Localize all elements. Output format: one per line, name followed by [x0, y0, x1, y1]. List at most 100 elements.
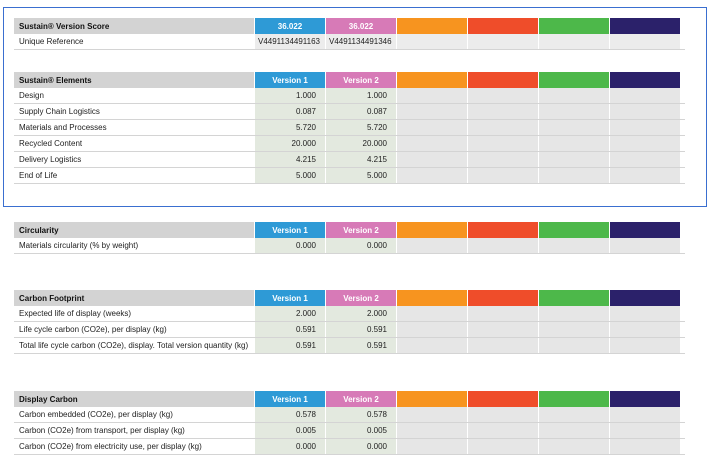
version-1-value: 2.000 — [254, 306, 325, 321]
circularity-title: Circularity — [14, 222, 254, 238]
empty-cell — [538, 168, 609, 183]
empty-cell — [538, 34, 609, 49]
row-label: Expected life of display (weeks) — [19, 309, 132, 318]
color-column-green — [538, 72, 609, 88]
empty-cell — [538, 152, 609, 167]
version-1-header: Version 1 — [254, 72, 325, 88]
sustain-elements-header: Sustain® Elements Version 1 Version 2 — [14, 72, 685, 88]
version-2-value: 4.215 — [325, 152, 396, 167]
table-row: Delivery Logistics 4.215 4.215 — [14, 152, 685, 168]
row-label: Total life cycle carbon (CO2e), display.… — [19, 341, 249, 350]
color-column-red — [467, 72, 538, 88]
version-1-value: 5.720 — [254, 120, 325, 135]
version-2-value: 0.005 — [325, 423, 396, 438]
empty-cell — [396, 34, 467, 49]
sustain-elements-title: Sustain® Elements — [14, 72, 254, 88]
color-column-green — [538, 290, 609, 306]
empty-cell — [396, 306, 467, 321]
display-carbon-title: Display Carbon — [14, 391, 254, 407]
unique-reference-row: Unique Reference V4491134491163 V4491134… — [14, 34, 685, 50]
empty-cell — [396, 168, 467, 183]
empty-cell — [396, 338, 467, 353]
circularity-header: Circularity Version 1 Version 2 — [14, 222, 685, 238]
empty-cell — [609, 136, 680, 151]
version-score-section: Sustain® Version Score 36.022 36.022 Uni… — [14, 18, 685, 50]
color-column-red — [467, 222, 538, 238]
sustain-elements-section: Sustain® Elements Version 1 Version 2 De… — [14, 72, 685, 184]
empty-cell — [396, 322, 467, 337]
empty-cell — [609, 439, 680, 454]
version-1-value: 0.000 — [254, 238, 325, 253]
empty-cell — [609, 338, 680, 353]
version-1-value: 0.591 — [254, 322, 325, 337]
row-label: Materials and Processes — [19, 123, 107, 132]
display-carbon-header: Display Carbon Version 1 Version 2 — [14, 391, 685, 407]
color-column-navy — [609, 222, 680, 238]
empty-cell — [396, 407, 467, 422]
color-column-green — [538, 391, 609, 407]
unique-reference-label: Unique Reference — [19, 37, 84, 46]
empty-cell — [467, 238, 538, 253]
version-1-value: 5.000 — [254, 168, 325, 183]
table-row: Carbon (CO2e) from electricity use, per … — [14, 439, 685, 455]
version-2-score: 36.022 — [325, 18, 396, 34]
empty-cell — [609, 120, 680, 135]
circularity-section: Circularity Version 1 Version 2 Material… — [14, 222, 685, 254]
version-score-header: Sustain® Version Score 36.022 36.022 — [14, 18, 685, 34]
empty-cell — [467, 120, 538, 135]
version-2-value: 2.000 — [325, 306, 396, 321]
empty-cell — [396, 439, 467, 454]
row-label: Recycled Content — [19, 139, 83, 148]
row-label: Life cycle carbon (CO2e), per display (k… — [19, 325, 167, 334]
empty-cell — [396, 104, 467, 119]
row-label: Design — [19, 91, 44, 100]
table-row: Supply Chain Logistics 0.087 0.087 — [14, 104, 685, 120]
empty-cell — [396, 152, 467, 167]
table-row: Carbon embedded (CO2e), per display (kg)… — [14, 407, 685, 423]
empty-cell — [538, 120, 609, 135]
color-column-green — [538, 222, 609, 238]
display-carbon-section: Display Carbon Version 1 Version 2 Carbo… — [14, 391, 685, 455]
table-row: End of Life 5.000 5.000 — [14, 168, 685, 184]
empty-cell — [467, 322, 538, 337]
empty-cell — [609, 306, 680, 321]
row-label: Carbon embedded (CO2e), per display (kg) — [19, 410, 173, 419]
empty-cell — [609, 168, 680, 183]
empty-cell — [538, 238, 609, 253]
empty-cell — [467, 306, 538, 321]
version-1-header: Version 1 — [254, 391, 325, 407]
carbon-footprint-header: Carbon Footprint Version 1 Version 2 — [14, 290, 685, 306]
row-label: Carbon (CO2e) from transport, per displa… — [19, 426, 185, 435]
table-row: Life cycle carbon (CO2e), per display (k… — [14, 322, 685, 338]
empty-cell — [609, 88, 680, 103]
version-1-value: 4.215 — [254, 152, 325, 167]
version-2-header: Version 2 — [325, 222, 396, 238]
row-label: Carbon (CO2e) from electricity use, per … — [19, 442, 202, 451]
empty-cell — [538, 338, 609, 353]
empty-cell — [538, 306, 609, 321]
version-1-value: 0.087 — [254, 104, 325, 119]
row-label: End of Life — [19, 171, 58, 180]
empty-cell — [396, 136, 467, 151]
color-column-navy — [609, 72, 680, 88]
version-2-value: 20.000 — [325, 136, 396, 151]
version-1-header: Version 1 — [254, 290, 325, 306]
empty-cell — [467, 407, 538, 422]
color-column-orange — [396, 222, 467, 238]
empty-cell — [609, 34, 680, 49]
version-1-value: 0.578 — [254, 407, 325, 422]
table-row: Recycled Content 20.000 20.000 — [14, 136, 685, 152]
empty-cell — [467, 34, 538, 49]
carbon-footprint-title: Carbon Footprint — [14, 290, 254, 306]
empty-cell — [467, 168, 538, 183]
empty-cell — [467, 423, 538, 438]
table-row: Total life cycle carbon (CO2e), display.… — [14, 338, 685, 354]
row-label: Delivery Logistics — [19, 155, 82, 164]
version-1-value: 0.000 — [254, 439, 325, 454]
color-column-orange — [396, 18, 467, 34]
color-column-red — [467, 18, 538, 34]
version-2-value: 0.578 — [325, 407, 396, 422]
selection-frame — [3, 7, 707, 207]
empty-cell — [538, 136, 609, 151]
table-row: Materials and Processes 5.720 5.720 — [14, 120, 685, 136]
